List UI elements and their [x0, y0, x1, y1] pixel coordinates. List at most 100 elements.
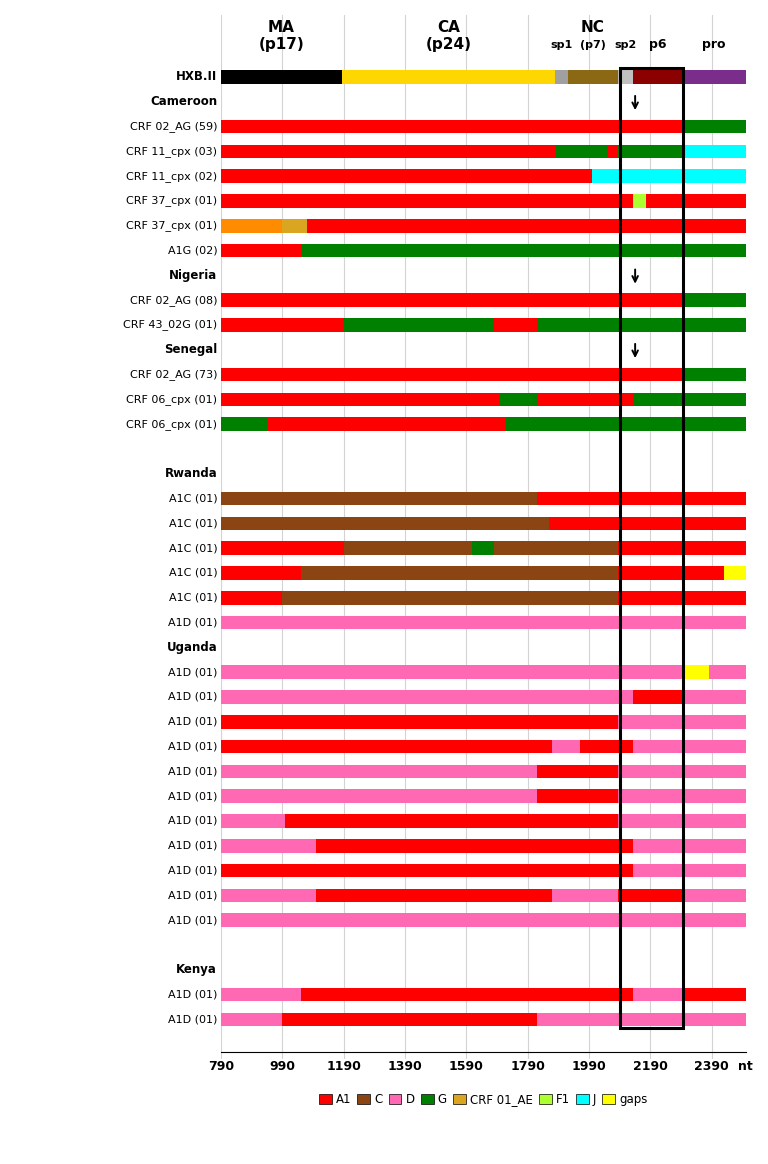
Text: Uganda: Uganda — [167, 641, 217, 654]
Bar — [221, 715, 618, 729]
Bar — [500, 392, 537, 406]
Bar — [554, 144, 607, 158]
Bar — [682, 144, 746, 158]
Bar — [221, 988, 300, 1001]
Text: CRF 02_AG (08): CRF 02_AG (08) — [130, 294, 217, 306]
Bar — [618, 814, 746, 828]
Bar — [221, 566, 300, 580]
Bar — [618, 368, 638, 382]
Bar — [618, 566, 634, 580]
Text: A1C (01): A1C (01) — [168, 494, 217, 504]
Bar — [682, 70, 746, 84]
Bar — [634, 170, 682, 183]
Bar — [634, 740, 746, 753]
Bar — [282, 1013, 537, 1027]
Bar — [618, 765, 746, 779]
Bar — [638, 368, 682, 382]
Text: A1D (01): A1D (01) — [167, 866, 217, 875]
Text: CRF 11_cpx (02): CRF 11_cpx (02) — [126, 171, 217, 182]
Bar — [221, 517, 549, 531]
Text: A1C (01): A1C (01) — [168, 568, 217, 579]
Bar — [682, 690, 746, 704]
Bar — [316, 839, 618, 852]
Bar — [618, 690, 634, 704]
Bar — [682, 988, 697, 1001]
Bar — [221, 170, 592, 183]
Bar — [634, 144, 682, 158]
Text: A1D (01): A1D (01) — [167, 691, 217, 702]
Bar — [618, 888, 634, 902]
Bar — [618, 666, 634, 679]
Text: HXB.II: HXB.II — [176, 71, 217, 84]
Bar — [494, 541, 618, 555]
Text: A1D (01): A1D (01) — [167, 618, 217, 627]
Bar — [300, 243, 746, 257]
Bar — [634, 293, 682, 307]
Bar — [506, 418, 746, 431]
Bar — [300, 566, 618, 580]
Bar — [618, 715, 746, 729]
Bar — [221, 194, 634, 208]
Text: A1D (01): A1D (01) — [167, 792, 217, 801]
Text: A1D (01): A1D (01) — [167, 766, 217, 776]
Text: (p24): (p24) — [425, 37, 472, 52]
Text: A1C (01): A1C (01) — [168, 544, 217, 553]
Text: A1G (02): A1G (02) — [167, 246, 217, 256]
Text: p6: p6 — [649, 38, 667, 51]
Text: Nigeria: Nigeria — [169, 269, 217, 282]
Bar — [221, 616, 746, 630]
Text: NC: NC — [581, 20, 604, 35]
Bar — [221, 293, 618, 307]
Bar — [709, 666, 746, 679]
Bar — [221, 789, 537, 803]
Bar — [221, 541, 343, 555]
Bar — [682, 170, 746, 183]
Bar — [537, 318, 618, 332]
Bar — [552, 740, 580, 753]
Bar — [221, 219, 282, 233]
Bar — [221, 690, 618, 704]
Text: A1D (01): A1D (01) — [167, 741, 217, 752]
Bar — [282, 591, 408, 604]
Bar — [682, 368, 746, 382]
Bar — [618, 839, 634, 852]
Bar — [221, 591, 282, 604]
Bar — [634, 839, 746, 852]
Text: A1D (01): A1D (01) — [167, 915, 217, 925]
Bar — [618, 988, 634, 1001]
Text: CRF 11_cpx (03): CRF 11_cpx (03) — [126, 146, 217, 157]
Text: A1C (01): A1C (01) — [168, 518, 217, 528]
Bar — [618, 144, 634, 158]
Bar — [221, 318, 343, 332]
Text: A1D (01): A1D (01) — [167, 667, 217, 677]
Bar — [634, 70, 682, 84]
Text: A1D (01): A1D (01) — [167, 816, 217, 826]
Bar — [408, 591, 618, 604]
Bar — [549, 517, 746, 531]
Text: CRF 06_cpx (01): CRF 06_cpx (01) — [126, 419, 217, 430]
Bar — [618, 541, 746, 555]
Bar — [221, 70, 342, 84]
Text: sp2: sp2 — [615, 40, 637, 50]
Text: CRF 37_cpx (01): CRF 37_cpx (01) — [126, 220, 217, 232]
Text: CRF 02_AG (59): CRF 02_AG (59) — [130, 121, 217, 132]
Bar — [221, 864, 618, 878]
Bar — [552, 888, 618, 902]
Bar — [618, 293, 634, 307]
Legend: A1, C, D, G, CRF 01_AE, F1, J, gaps: A1, C, D, G, CRF 01_AE, F1, J, gaps — [314, 1088, 653, 1110]
Bar — [697, 988, 746, 1001]
Bar — [607, 144, 618, 158]
Bar — [618, 740, 634, 753]
Bar — [343, 318, 494, 332]
Bar — [620, 69, 683, 1028]
Text: (p7): (p7) — [580, 40, 606, 50]
Bar — [618, 789, 746, 803]
Bar — [682, 392, 746, 406]
Bar — [568, 70, 618, 84]
Bar — [682, 566, 724, 580]
Bar — [300, 988, 618, 1001]
Bar — [618, 318, 746, 332]
Text: A1D (01): A1D (01) — [167, 989, 217, 1000]
Bar — [221, 368, 618, 382]
Bar — [221, 120, 618, 134]
